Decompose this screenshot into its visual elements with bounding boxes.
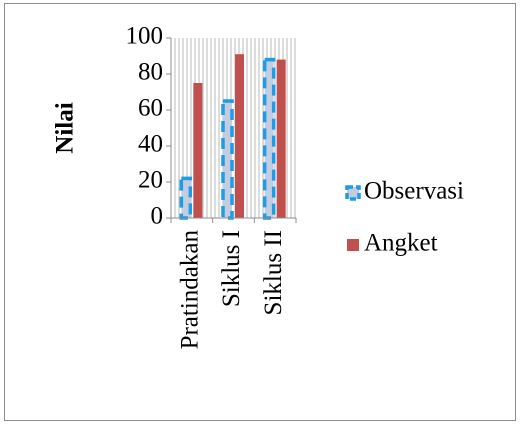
bar-angket-2 (276, 59, 286, 218)
axes (166, 37, 297, 223)
legend-label-observasi: Observasi (364, 178, 464, 205)
bar-angket-0 (193, 83, 203, 218)
y-tick-label: 40 (138, 131, 163, 158)
y-tick-label: 20 (138, 167, 163, 194)
y-axis-title: Nilai (52, 102, 79, 153)
legend: Observasi Angket (345, 178, 464, 257)
bar-observasi-1 (221, 99, 234, 220)
chart-frame (4, 3, 516, 421)
y-tick-labels: 0 20 40 60 80 100 (126, 23, 164, 230)
y-tick-label: 60 (138, 95, 163, 122)
x-category-label: Pratindakan (177, 230, 204, 350)
y-tick-label: 100 (126, 23, 164, 50)
bar-observasi-0 (179, 176, 193, 220)
legend-swatch-observasi (345, 185, 361, 201)
bar-series (179, 54, 286, 220)
x-category-label: Siklus II (260, 230, 287, 315)
x-category-label: Siklus I (218, 230, 245, 307)
legend-swatch-angket (347, 239, 359, 251)
bar-observasi-2 (262, 57, 276, 220)
bar-angket-1 (235, 54, 244, 219)
y-tick-label: 0 (151, 203, 164, 230)
x-category-labels: Pratindakan Siklus I Siklus II (177, 230, 287, 350)
legend-label-angket: Angket (364, 230, 438, 257)
y-tick-label: 80 (138, 59, 163, 86)
